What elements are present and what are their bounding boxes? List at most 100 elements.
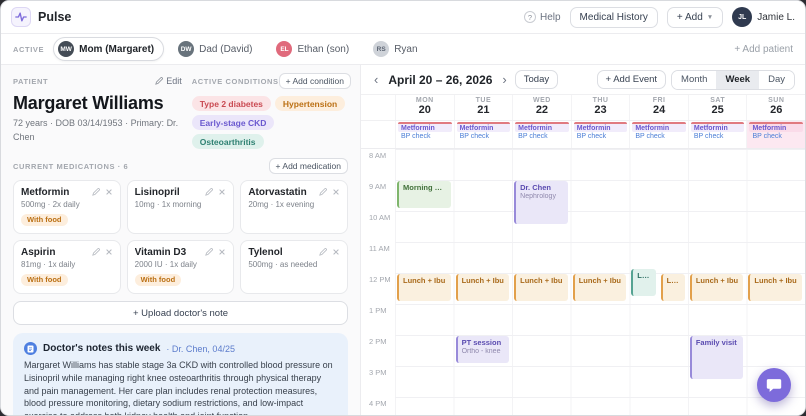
medication-card: Tylenol 500mg · as needed (240, 240, 348, 294)
events-area[interactable]: Morning walk Dr. Chen Nephrology Lunch + Ib… (395, 149, 805, 415)
day-header[interactable]: THU 23 (570, 95, 630, 120)
medical-history-button[interactable]: Medical History (569, 6, 658, 28)
medication-name: Metformin (21, 187, 70, 198)
allday-cell[interactable]: Metformin BP check (395, 121, 454, 148)
condition-chip[interactable]: Type 2 diabetes (191, 96, 271, 111)
pencil-icon (155, 77, 164, 85)
main-area: PATIENT Edit Margaret Williams 72 years … (1, 65, 805, 415)
close-icon[interactable] (218, 188, 226, 196)
add-patient-button[interactable]: + Add patient (734, 43, 793, 55)
close-icon[interactable] (218, 248, 226, 256)
day-header[interactable]: MON 20 (395, 95, 454, 120)
medications-header: CURRENT MEDICATIONS · 6 + Add medication (13, 158, 348, 174)
add-button-label: + Add (676, 11, 703, 23)
medications-grid: Metformin 500mg · 2x daily With food Lis… (13, 180, 348, 294)
allday-cell[interactable]: Metformin BP check (687, 121, 747, 148)
view-day-button[interactable]: Day (759, 70, 794, 89)
calendar-event[interactable]: Lunch + Ibu (748, 274, 802, 301)
medication-reminder-chip[interactable]: Metformin (456, 122, 511, 132)
prev-week-button[interactable]: ‹ (371, 73, 381, 86)
day-header[interactable]: SUN 26 (746, 95, 805, 120)
view-month-button[interactable]: Month (672, 70, 717, 89)
calendar-event[interactable]: PT session Ortho - knee (455, 336, 510, 363)
upload-doctors-note-button[interactable]: + Upload doctor's note (13, 301, 348, 325)
bp-check-chip[interactable]: BP check (518, 133, 548, 140)
edit-patient-button[interactable]: Edit (155, 76, 182, 86)
day-header[interactable]: TUE 21 (453, 95, 513, 120)
medication-name: Tylenol (248, 247, 283, 258)
close-icon[interactable] (105, 248, 113, 256)
calendar-event[interactable]: Lab: A1C (631, 268, 656, 296)
pencil-icon[interactable] (319, 248, 327, 256)
bp-check-chip[interactable]: BP check (635, 133, 665, 140)
add-button[interactable]: + Add ▼ (666, 6, 724, 28)
add-event-button[interactable]: + Add Event (596, 70, 667, 89)
close-icon[interactable] (105, 188, 113, 196)
patient-section-label: PATIENT (13, 76, 49, 86)
bp-check-chip[interactable]: BP check (752, 133, 782, 140)
user-name: Jamie L. (757, 11, 795, 23)
medication-reminder-chip[interactable]: Metformin (398, 122, 452, 132)
medication-name: Atorvastatin (248, 187, 307, 198)
close-icon[interactable] (332, 188, 340, 196)
with-food-tag: With food (21, 213, 68, 226)
medication-reminder-chip[interactable]: Metformin (632, 122, 686, 132)
patient-tab-dad[interactable]: DW Dad (David) (173, 37, 262, 61)
chat-assistant-button[interactable] (757, 368, 791, 402)
calendar-event[interactable]: Lunch + Ibu (572, 274, 627, 301)
day-header[interactable]: SAT 25 (687, 95, 747, 120)
close-icon[interactable] (332, 248, 340, 256)
patient-tab-ryan[interactable]: RS Ryan (368, 37, 427, 61)
allday-row: Metformin BP check Metformin BP check Metfor… (395, 121, 805, 148)
bp-check-chip[interactable]: BP check (459, 133, 490, 140)
allday-cell[interactable]: Metformin BP check (746, 121, 805, 148)
pencil-icon[interactable] (91, 188, 100, 196)
pencil-icon[interactable] (205, 248, 214, 256)
calendar-event[interactable]: Morning walk (397, 181, 451, 208)
app-title: Pulse (38, 10, 72, 24)
allday-cell[interactable]: Metformin BP check (629, 121, 688, 148)
condition-chip[interactable]: Early-stage CKD (191, 115, 275, 130)
chat-bubble-icon (766, 378, 782, 392)
help-button[interactable]: ? Help (523, 11, 561, 23)
today-button[interactable]: Today (514, 70, 559, 89)
calendar-event[interactable]: Family visit (689, 336, 744, 379)
calendar-event[interactable]: Lunch + Ibu (455, 274, 510, 301)
calendar-event[interactable]: Dr. Chen Nephrology (514, 181, 568, 224)
day-header[interactable]: WED 22 (512, 95, 571, 120)
view-week-button[interactable]: Week (716, 70, 760, 89)
patient-panel: PATIENT Edit Margaret Williams 72 years … (1, 65, 361, 415)
calendar-event[interactable]: Lunch + Ibu (514, 274, 568, 301)
pencil-icon[interactable] (205, 188, 214, 196)
add-medication-button[interactable]: + Add medication (268, 158, 348, 174)
user-menu[interactable]: JL Jamie L. (732, 7, 795, 27)
pencil-icon[interactable] (91, 248, 100, 256)
medication-reminder-chip[interactable]: Metformin (515, 122, 569, 132)
conditions-label: ACTIVE CONDITIONS (191, 76, 279, 86)
medication-reminder-chip[interactable]: Metformin (573, 122, 628, 132)
condition-chip[interactable]: Osteoarthritis (191, 134, 264, 149)
time-label: 9 AM (369, 182, 387, 191)
condition-chip[interactable]: Hypertension (274, 96, 346, 111)
day-header[interactable]: FRI 24 (629, 95, 688, 120)
next-week-button[interactable]: › (499, 73, 509, 86)
top-bar-actions: ? Help Medical History + Add ▼ JL Jamie … (523, 6, 795, 28)
allday-cell[interactable]: Metformin BP check (453, 121, 513, 148)
time-label: 10 AM (369, 213, 391, 222)
calendar-event[interactable]: Lunch + Ibu (689, 274, 744, 301)
bp-check-chip[interactable]: BP check (401, 133, 431, 140)
medication-card: Metformin 500mg · 2x daily With food (13, 180, 121, 234)
allday-cell[interactable]: Metformin BP check (570, 121, 630, 148)
calendar-event[interactable]: Lunch + Ibu (397, 274, 451, 301)
medication-reminder-chip[interactable]: Metformin (749, 122, 804, 132)
medication-reminder-chip[interactable]: Metformin (690, 122, 745, 132)
calendar-event[interactable]: Lunch + Ibu (660, 274, 685, 301)
bp-check-chip[interactable]: BP check (576, 133, 607, 140)
allday-cell[interactable]: Metformin BP check (512, 121, 571, 148)
patient-tab-ethan[interactable]: EL Ethan (son) (271, 37, 359, 61)
pencil-icon[interactable] (319, 188, 327, 196)
bp-check-chip[interactable]: BP check (693, 133, 724, 140)
patient-tab-mom[interactable]: MW Mom (Margaret) (53, 37, 165, 61)
add-condition-button[interactable]: + Add condition (278, 73, 351, 89)
patient-name: Margaret Williams (13, 93, 164, 113)
